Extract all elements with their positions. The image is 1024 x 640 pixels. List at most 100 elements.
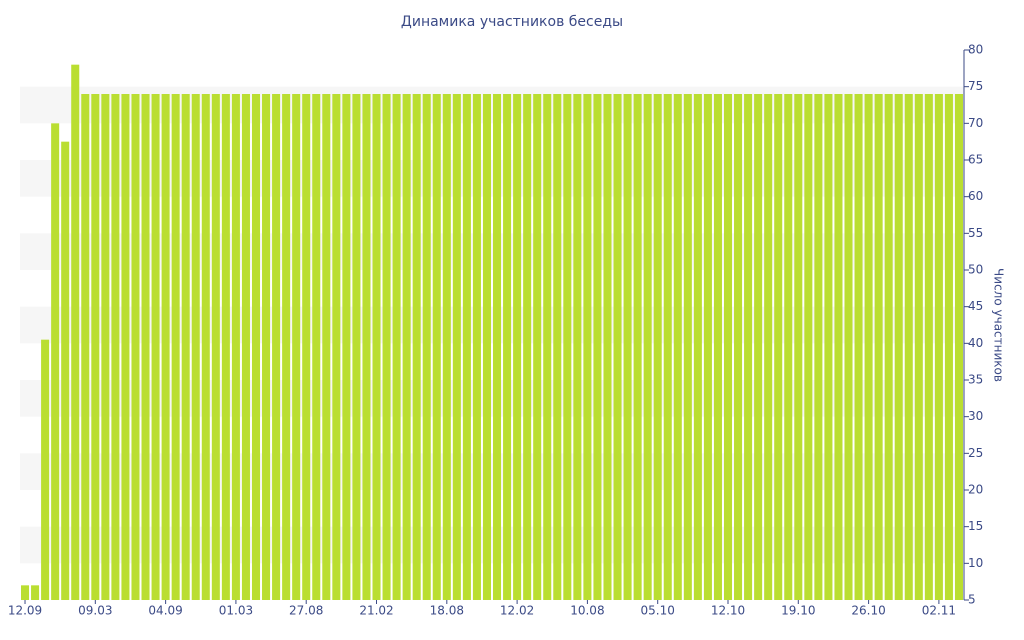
bar xyxy=(221,94,230,600)
bar xyxy=(372,94,381,600)
y-tick-label: 75 xyxy=(968,79,983,93)
bar xyxy=(272,94,281,600)
bar xyxy=(623,94,632,600)
bar xyxy=(673,94,682,600)
bar xyxy=(141,94,150,600)
bar xyxy=(723,94,733,600)
bar xyxy=(61,141,70,600)
bar xyxy=(884,94,893,600)
bar xyxy=(101,94,110,600)
bar xyxy=(533,94,542,600)
bar xyxy=(523,94,532,600)
y-tick-label: 25 xyxy=(968,446,983,460)
bar xyxy=(924,94,933,600)
bar xyxy=(543,94,552,600)
bar xyxy=(111,94,120,600)
bar xyxy=(352,94,361,600)
bar xyxy=(382,94,391,600)
bar xyxy=(784,94,793,600)
bar xyxy=(282,94,291,600)
bar xyxy=(713,94,722,600)
y-tick-label: 15 xyxy=(968,519,983,533)
bar xyxy=(944,94,953,600)
bar xyxy=(402,94,411,600)
bar xyxy=(904,94,913,600)
bar xyxy=(452,94,461,600)
bar xyxy=(954,94,963,600)
bar xyxy=(663,94,672,600)
bar xyxy=(593,94,602,600)
x-tick-label: 01.03 xyxy=(219,604,253,618)
bar xyxy=(262,94,271,600)
bar xyxy=(91,94,100,600)
bar xyxy=(834,94,843,600)
x-tick-label: 10.08 xyxy=(570,604,604,618)
bar xyxy=(241,94,250,600)
bar xyxy=(874,94,883,600)
chart-title: Динамика участников беседы xyxy=(401,14,623,30)
bar xyxy=(754,94,763,600)
bar xyxy=(312,94,321,600)
bar xyxy=(894,94,903,600)
bar xyxy=(21,585,30,600)
bar xyxy=(864,94,873,600)
bar xyxy=(201,94,210,600)
x-tick-label: 12.02 xyxy=(500,604,534,618)
bar xyxy=(362,94,371,600)
x-tick-label: 12.09 xyxy=(8,604,42,618)
y-tick-label: 5 xyxy=(968,593,976,607)
y-tick-label: 35 xyxy=(968,373,983,387)
bar xyxy=(854,94,863,600)
bar xyxy=(573,94,582,600)
y-axis-label: Число участников xyxy=(992,268,1006,382)
x-tick-label: 12.10 xyxy=(711,604,745,618)
bar xyxy=(121,94,130,600)
bar xyxy=(744,94,753,600)
bar xyxy=(603,94,612,600)
bar xyxy=(583,94,592,600)
bar xyxy=(151,94,160,600)
y-tick-label: 60 xyxy=(968,189,983,203)
bar xyxy=(302,94,311,600)
bar xyxy=(432,94,441,600)
bar xyxy=(734,94,743,600)
bar xyxy=(764,94,773,600)
bar xyxy=(794,94,803,600)
bar xyxy=(211,94,220,600)
x-tick-label: 04.09 xyxy=(148,604,182,618)
bar xyxy=(633,94,642,600)
bar xyxy=(31,585,40,600)
bar xyxy=(653,94,662,600)
bar xyxy=(683,94,692,600)
bar xyxy=(563,94,572,600)
x-tick-label: 09.03 xyxy=(78,604,112,618)
bar xyxy=(422,94,431,600)
bar xyxy=(231,94,240,600)
x-tick-label: 27.08 xyxy=(289,604,323,618)
bar xyxy=(482,94,491,600)
bar xyxy=(503,94,512,600)
bar xyxy=(472,94,481,600)
bar xyxy=(131,94,140,600)
x-tick-label: 21.02 xyxy=(359,604,393,618)
bar xyxy=(814,94,823,600)
bar xyxy=(774,94,783,600)
bar xyxy=(703,94,712,600)
bar xyxy=(844,94,853,600)
bar xyxy=(914,94,923,600)
bar xyxy=(81,94,90,600)
y-tick-label: 80 xyxy=(968,43,983,57)
y-tick-label: 70 xyxy=(968,116,983,130)
x-tick-label: 05.10 xyxy=(641,604,675,618)
bar xyxy=(41,339,50,600)
y-tick-label: 50 xyxy=(968,263,983,277)
bar xyxy=(553,94,562,600)
bar xyxy=(493,94,502,600)
x-tick-label: 19.10 xyxy=(781,604,815,618)
y-tick-label: 55 xyxy=(968,226,983,240)
bar xyxy=(171,94,180,600)
bar xyxy=(322,94,331,600)
x-tick-label: 02.11 xyxy=(922,604,956,618)
